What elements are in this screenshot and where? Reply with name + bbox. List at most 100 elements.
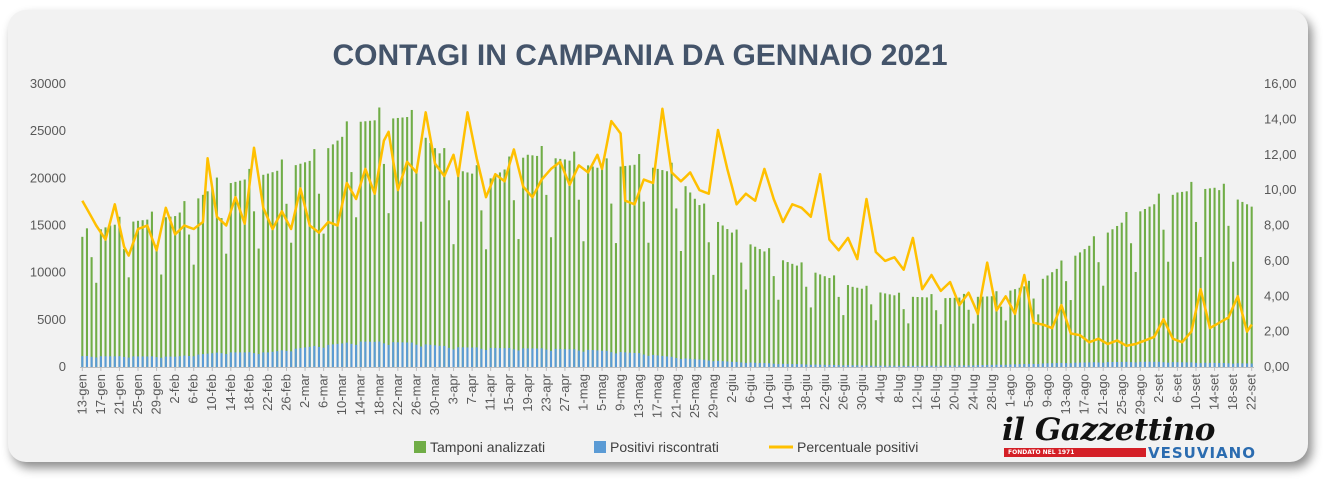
positivi-bar <box>164 356 167 367</box>
positivi-bar <box>624 352 627 367</box>
y-left-tick-label: 30000 <box>30 76 66 91</box>
positivi-bar <box>689 358 692 367</box>
positivi-bar <box>234 352 237 367</box>
positivi-bar <box>545 349 548 367</box>
positivi-bar <box>1046 363 1049 367</box>
x-tick-label: 18-feb <box>241 374 256 411</box>
positivi-bar <box>225 354 228 367</box>
tamponi-bar <box>921 297 924 367</box>
positivi-bar <box>503 348 506 367</box>
positivi-bar <box>703 359 706 367</box>
x-tick-label: 6-set <box>1169 374 1184 403</box>
positivi-bar <box>860 365 863 367</box>
positivi-bar <box>805 364 808 367</box>
tamponi-bar <box>596 167 599 367</box>
positivi-bar <box>1236 363 1239 367</box>
positivi-bar <box>633 352 636 367</box>
positivi-bar <box>619 352 622 367</box>
positivi-bar <box>1241 363 1244 367</box>
positivi-bar <box>730 361 734 367</box>
x-tick-label: 17-mag <box>650 374 665 418</box>
positivi-bar <box>359 341 362 367</box>
positivi-bar <box>461 347 464 367</box>
tamponi-bar <box>225 253 228 367</box>
y-right-tick-label: 4,00 <box>1264 288 1289 303</box>
x-tick-label: 29-gen <box>149 374 164 414</box>
positivi-bar <box>944 365 947 367</box>
tamponi-bar <box>1037 314 1040 367</box>
tamponi-bar <box>266 173 269 367</box>
x-tick-label: 2-feb <box>167 374 182 404</box>
tamponi-bar <box>512 200 515 367</box>
tamponi-bar <box>865 285 868 367</box>
tamponi-bar <box>744 289 747 367</box>
tamponi-bar <box>1171 194 1174 367</box>
tamponi-bar <box>118 216 121 367</box>
positivi-bar <box>304 347 307 367</box>
tamponi-bar <box>150 211 153 367</box>
tamponi-bar <box>517 239 520 367</box>
positivi-bar <box>536 348 539 367</box>
tamponi-bar <box>109 225 112 367</box>
positivi-bar <box>494 348 497 367</box>
positivi-bar <box>508 347 511 367</box>
positivi-bar <box>823 364 826 367</box>
x-tick-label: 20-lug <box>947 374 962 410</box>
x-tick-label: 10-set <box>1188 374 1203 411</box>
tamponi-bar <box>577 199 580 367</box>
tamponi-bar <box>930 294 933 367</box>
tamponi-bar <box>438 153 441 367</box>
tamponi-bar <box>610 203 613 367</box>
x-tick-label: 6-giu <box>743 374 758 403</box>
x-tick-label: 13-gen <box>74 374 89 414</box>
positivi-bar <box>819 364 822 367</box>
positivi-bar <box>257 354 260 367</box>
tamponi-bar <box>1078 252 1082 367</box>
tamponi-bar <box>573 151 576 367</box>
positivi-bar <box>415 344 418 367</box>
tamponi-bar <box>1116 225 1119 367</box>
tamponi-bar <box>396 117 399 368</box>
tamponi-bar <box>833 275 836 367</box>
tamponi-bar <box>1181 191 1184 367</box>
tamponi-bar <box>568 160 571 367</box>
positivi-bar <box>828 364 831 367</box>
tamponi-bar <box>475 165 478 367</box>
positivi-bar <box>1106 362 1109 367</box>
positivi-bar <box>174 356 177 367</box>
tamponi-bar <box>294 165 297 367</box>
positivi-bar <box>498 348 501 367</box>
x-tick-label: 4-lug <box>872 374 887 403</box>
tamponi-bar <box>911 296 914 367</box>
x-tick-label: 30-mar <box>427 373 442 415</box>
positivi-bar <box>1204 362 1207 367</box>
tamponi-bar <box>758 249 761 367</box>
positivi-bar <box>930 365 933 367</box>
tamponi-bar <box>656 168 659 367</box>
positivi-bar <box>368 341 372 367</box>
x-tick-label: 22-feb <box>260 374 275 411</box>
tamponi-bar <box>1222 183 1225 367</box>
positivi-bar <box>573 349 576 367</box>
tamponi-bar <box>628 165 631 367</box>
positivi-bar <box>424 344 427 367</box>
percentuale-line <box>81 107 1253 348</box>
tamponi-bar <box>104 227 107 367</box>
x-tick-label: 16-lug <box>928 374 943 410</box>
positivi-bar <box>484 350 488 367</box>
tamponi-bar <box>1232 261 1235 367</box>
legend-swatch-positivi <box>594 441 606 453</box>
tamponi-bar <box>754 246 757 367</box>
positivi-bar <box>1232 363 1235 367</box>
positivi-bar <box>90 356 93 367</box>
positivi-bar <box>958 365 961 367</box>
tamponi-bar <box>1000 306 1003 367</box>
tamponi-bar <box>1027 280 1030 367</box>
tamponi-bar <box>559 158 562 367</box>
tamponi-bar <box>95 282 98 367</box>
positivi-bar <box>884 365 887 367</box>
positivi-bar <box>610 352 613 367</box>
x-tick-label: 27-apr <box>557 373 572 411</box>
positivi-bar <box>628 352 631 367</box>
positivi-bar <box>1055 363 1058 367</box>
